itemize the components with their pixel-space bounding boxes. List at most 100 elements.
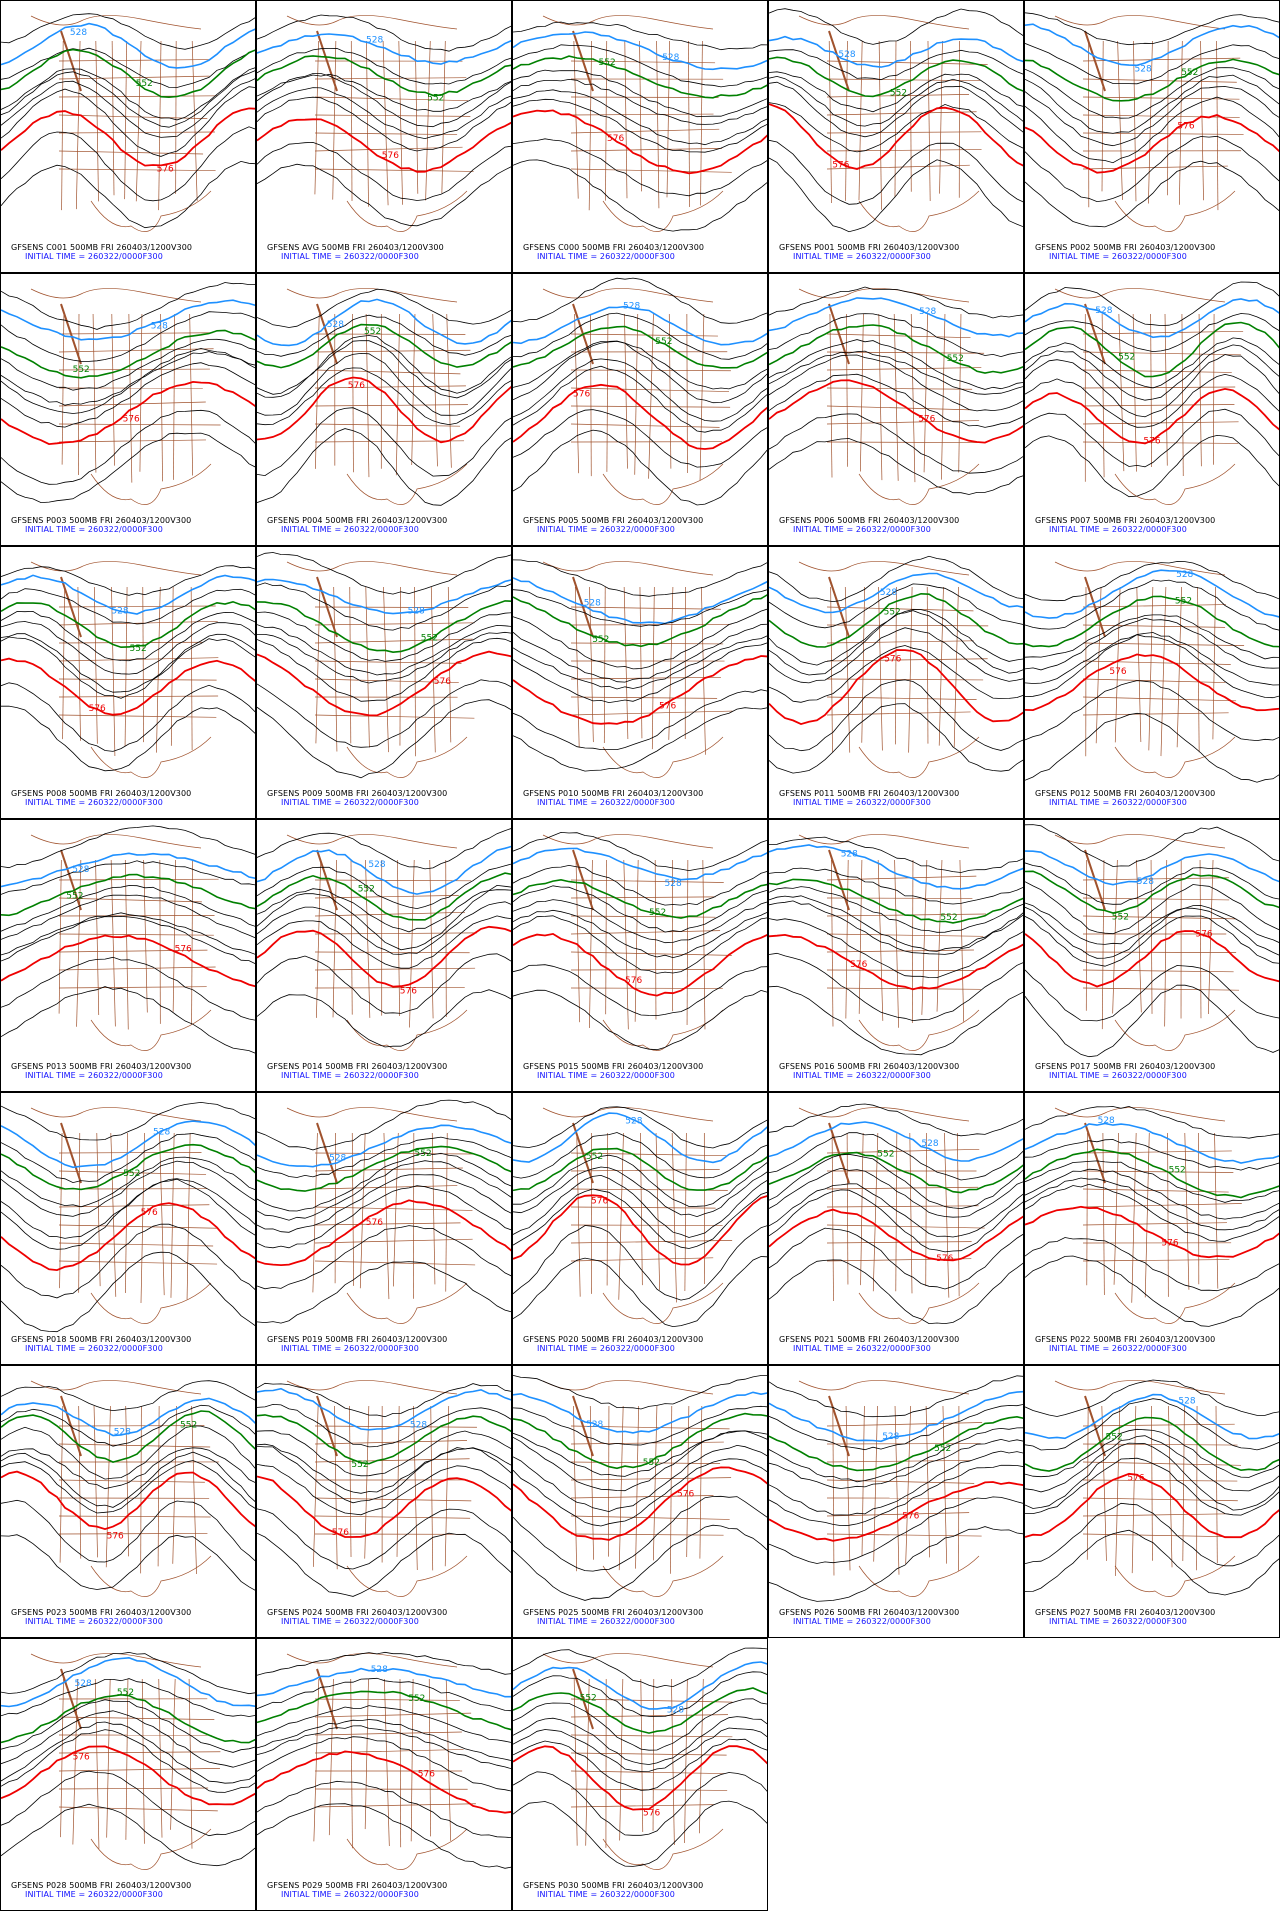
height-contour	[513, 964, 767, 1017]
green-contour	[769, 1151, 1023, 1194]
initial-time-caption: INITIAL TIME = 260322/0000F300	[537, 1617, 675, 1626]
state-border	[191, 40, 198, 201]
political-map	[798, 1107, 985, 1324]
state-border	[93, 1405, 98, 1558]
height-contour	[257, 953, 511, 1014]
height-contour	[1, 588, 255, 625]
state-border	[872, 1132, 879, 1292]
state-border	[589, 859, 593, 1028]
state-border	[124, 586, 128, 747]
panel-caption: GFSENS C001 500MB FRI 260403/1200V300	[11, 243, 193, 252]
coastline	[1084, 849, 1106, 911]
red-contour-label: 576	[573, 390, 590, 400]
state-border	[895, 1132, 898, 1292]
state-border	[910, 313, 916, 483]
state-border	[1198, 313, 1202, 467]
state-border	[58, 348, 214, 353]
state-border	[58, 1533, 208, 1535]
state-border	[191, 1405, 197, 1574]
red-contour-label: 576	[1143, 437, 1160, 447]
height-contour	[1025, 74, 1279, 134]
height-contour	[1025, 1435, 1279, 1493]
height-contour	[1, 1803, 255, 1867]
height-map: 528 552 576	[1, 1380, 255, 1597]
ensemble-panel: 528 552 576 GFSENS P028 500MB FRI 260403/12…	[0, 1638, 256, 1911]
state-border	[95, 40, 99, 202]
panel-caption: GFSENS P008 500MB FRI 260403/1200V300	[11, 789, 192, 798]
state-border	[191, 859, 193, 1025]
height-contour	[513, 1738, 767, 1791]
height-contour	[1, 47, 255, 88]
height-contour	[769, 1103, 1023, 1137]
state-border	[314, 369, 461, 375]
state-border	[585, 1678, 590, 1846]
height-contour	[1, 1460, 255, 1514]
state-border	[351, 1132, 354, 1286]
state-border	[651, 586, 655, 750]
state-border	[314, 1497, 472, 1502]
state-border	[826, 658, 988, 662]
state-border	[1082, 386, 1236, 389]
red-contour	[257, 1750, 511, 1814]
state-border	[1082, 330, 1244, 335]
state-border	[314, 96, 469, 102]
coastline	[798, 834, 970, 849]
height-map: 528 552 576	[1025, 561, 1279, 783]
panel-caption: GFSENS P009 500MB FRI 260403/1200V300	[267, 789, 448, 798]
state-border	[75, 40, 81, 210]
political-map	[1054, 561, 1245, 778]
height-contour	[1025, 561, 1279, 602]
height-contour	[513, 885, 767, 933]
green-contour	[1025, 870, 1279, 914]
state-border	[845, 40, 848, 201]
state-border	[58, 1479, 205, 1483]
coastline	[572, 1668, 594, 1730]
state-border	[1082, 1170, 1234, 1173]
state-border	[58, 1768, 220, 1772]
height-map: 528 552 576	[1025, 1379, 1279, 1597]
panel-caption: GFSENS P026 500MB FRI 260403/1200V300	[779, 1608, 960, 1617]
state-border	[1082, 642, 1245, 646]
political-map	[30, 834, 219, 1051]
ensemble-panel: 528 552 576 GFSENS P007 500MB FRI 260403/12…	[1024, 273, 1280, 546]
state-border	[314, 1222, 461, 1226]
height-map: 528 552 576	[513, 1106, 767, 1328]
state-border	[314, 951, 470, 954]
height-contours	[1, 1101, 255, 1333]
state-border	[570, 1533, 724, 1536]
green-contour	[1, 329, 255, 379]
state-border	[413, 1405, 418, 1571]
state-border	[829, 313, 833, 478]
political-map	[286, 1107, 476, 1324]
state-border	[826, 875, 977, 881]
green-contour-label: 552	[123, 1169, 140, 1179]
coastline	[286, 288, 458, 303]
coastline	[602, 1828, 724, 1870]
state-border	[826, 1258, 972, 1262]
coastline	[90, 1009, 212, 1051]
green-contour	[769, 1415, 1023, 1472]
height-contour	[513, 608, 767, 670]
state-border	[570, 1804, 714, 1808]
coastline	[30, 561, 202, 576]
state-border	[1082, 660, 1231, 665]
state-border	[314, 1167, 463, 1172]
height-contour	[1, 1699, 255, 1753]
height-contour	[1, 1156, 255, 1208]
ensemble-panel: 528 552 576 GFSENS P010 500MB FRI 260403/12…	[512, 546, 768, 819]
coastline	[828, 849, 850, 911]
red-contour	[257, 376, 511, 444]
state-border	[910, 40, 912, 192]
state-border	[686, 859, 689, 1026]
green-contour-label: 552	[580, 1694, 597, 1704]
height-contours	[1, 1651, 255, 1867]
height-contours	[513, 21, 767, 232]
state-border	[590, 313, 592, 477]
height-contour	[1025, 313, 1279, 353]
ensemble-panel: 528 552 576 GFSENS P011 500MB FRI 260403/12…	[768, 546, 1024, 819]
blue-contour	[1025, 1393, 1279, 1440]
height-contour	[1, 126, 255, 202]
red-contour-label: 576	[107, 1532, 124, 1542]
state-border	[170, 586, 174, 746]
state-border	[1082, 78, 1237, 83]
